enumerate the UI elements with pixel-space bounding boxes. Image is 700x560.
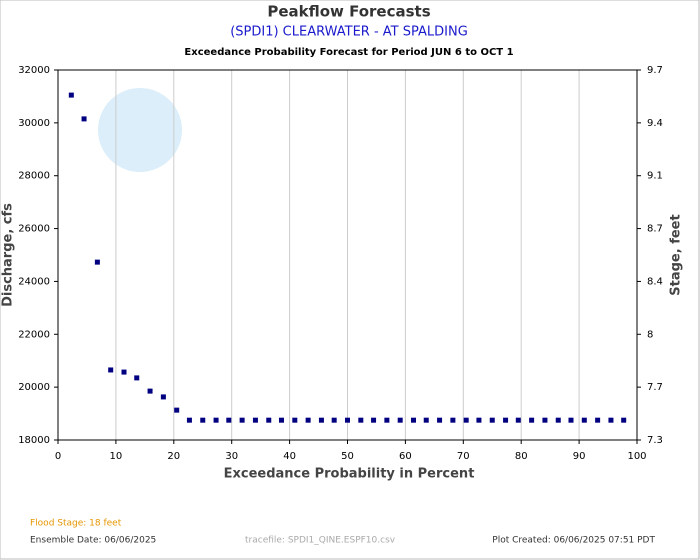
point (160, 394, 166, 400)
point (621, 417, 627, 423)
point (108, 367, 114, 373)
point (331, 417, 337, 423)
point (292, 417, 298, 423)
point (529, 417, 535, 423)
y-tick-label: 28000 (18, 171, 50, 182)
y-tick-label: 30000 (18, 118, 50, 129)
y-tick-label: 22000 (18, 329, 50, 340)
point (147, 388, 153, 394)
x-tick-label: 0 (55, 451, 61, 462)
y-axis-label: Discharge, cfs (1, 203, 16, 307)
point (266, 417, 272, 423)
x-tick-label: 90 (573, 451, 586, 462)
x-tick-label: 30 (225, 451, 238, 462)
point (278, 417, 284, 423)
chart-subtitle2: Exceedance Probability Forecast for Peri… (184, 47, 513, 58)
point (542, 417, 548, 423)
point (213, 417, 219, 423)
point (476, 417, 482, 423)
point (305, 417, 311, 423)
y2-tick-label: 9.7 (647, 65, 663, 76)
point (463, 417, 469, 423)
y-tick-label: 20000 (18, 382, 50, 393)
point (345, 417, 350, 423)
point (450, 417, 456, 423)
point (68, 92, 74, 98)
point (423, 417, 429, 423)
y-tick-label: 32000 (18, 65, 50, 76)
logo-watermark (98, 88, 182, 172)
x-tick-label: 20 (167, 451, 180, 462)
point (581, 417, 587, 423)
x-tick-label: 100 (627, 451, 646, 462)
point (411, 417, 417, 423)
point (200, 417, 206, 423)
plot-created: Plot Created: 06/06/2025 07:51 PDT (492, 536, 655, 546)
y2-tick-label: 9.1 (647, 171, 663, 182)
point (174, 407, 180, 413)
point (568, 417, 574, 423)
point (371, 417, 377, 423)
point (503, 417, 509, 423)
point (121, 369, 127, 375)
tracefile: tracefile: SPDI1_QINE.ESPF10.csv (245, 536, 396, 546)
point (318, 417, 324, 423)
x-tick-label: 70 (457, 451, 470, 462)
flood-stage: Flood Stage: 18 feet (30, 519, 122, 529)
point (134, 375, 140, 381)
plot-area (57, 69, 638, 441)
point (595, 417, 601, 423)
y2-axis-label: Stage, feet (669, 214, 684, 295)
y-tick-label: 24000 (18, 276, 50, 287)
x-tick-label: 60 (399, 451, 412, 462)
point (239, 417, 245, 423)
x-tick-label: 80 (515, 451, 528, 462)
point (252, 417, 258, 423)
y2-tick-label: 9.4 (647, 118, 663, 129)
x-tick-label: 50 (341, 451, 354, 462)
y-tick-label: 18000 (18, 435, 50, 446)
point (489, 417, 495, 423)
x-axis-label: Exceedance Probability in Percent (224, 467, 475, 482)
point (94, 259, 100, 265)
y2-tick-label: 8.7 (647, 224, 663, 235)
point (384, 417, 390, 423)
point (515, 417, 521, 423)
chart-subtitle: (SPDI1) CLEARWATER - AT SPALDING (230, 25, 468, 40)
ensemble-date: Ensemble Date: 06/06/2025 (30, 536, 156, 546)
point (81, 116, 87, 122)
y-tick-label: 26000 (18, 224, 50, 235)
point (437, 417, 443, 423)
point (397, 417, 403, 423)
point (226, 417, 232, 423)
y2-tick-label: 7.7 (647, 382, 663, 393)
point (186, 417, 192, 423)
point (608, 417, 614, 423)
x-tick-label: 40 (283, 451, 296, 462)
y2-tick-label: 8 (647, 329, 653, 340)
point (358, 417, 364, 423)
chart-title: Peakflow Forecasts (267, 3, 430, 21)
point (555, 417, 561, 423)
x-tick-label: 10 (110, 451, 123, 462)
y2-tick-label: 7.3 (647, 435, 663, 446)
y2-tick-label: 8.4 (647, 276, 663, 287)
